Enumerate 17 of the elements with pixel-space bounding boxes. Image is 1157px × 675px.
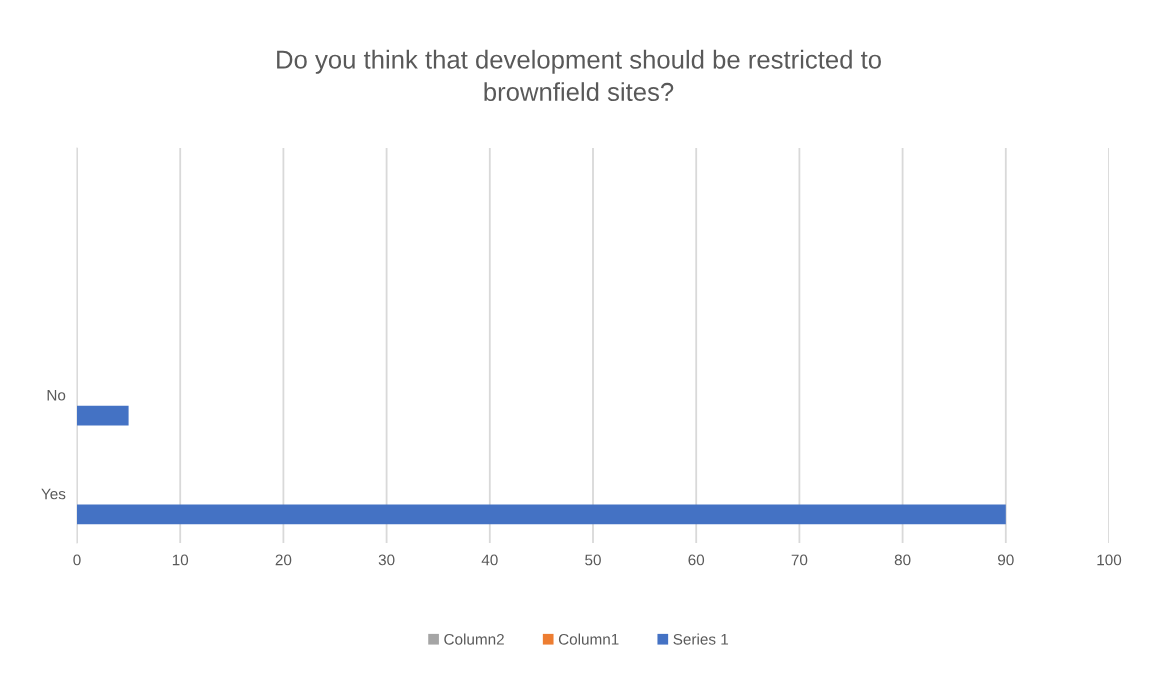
x-tick-label: 100 xyxy=(1097,554,1122,566)
x-tick-label: 70 xyxy=(791,554,808,566)
legend-label: Column2 xyxy=(444,633,504,645)
x-tick-label: 60 xyxy=(688,554,705,566)
x-tick-label: 30 xyxy=(378,554,395,566)
x-tick-label: 20 xyxy=(275,554,292,566)
x-tick-label: 0 xyxy=(73,554,81,566)
y-tick-label: Yes xyxy=(41,488,66,500)
y-tick-label: No xyxy=(47,389,66,401)
x-tick-label: 80 xyxy=(894,554,911,566)
x-tick-label: 90 xyxy=(998,554,1014,566)
x-tick-label: 40 xyxy=(481,554,498,566)
x-tick-label: 50 xyxy=(585,554,601,566)
x-tick-label: 10 xyxy=(172,554,189,566)
chart-title: Do you think that development should be restricted to brownfield sites? xyxy=(277,49,881,102)
legend-label: Series 1 xyxy=(673,633,729,645)
legend-label: Column1 xyxy=(558,633,619,645)
